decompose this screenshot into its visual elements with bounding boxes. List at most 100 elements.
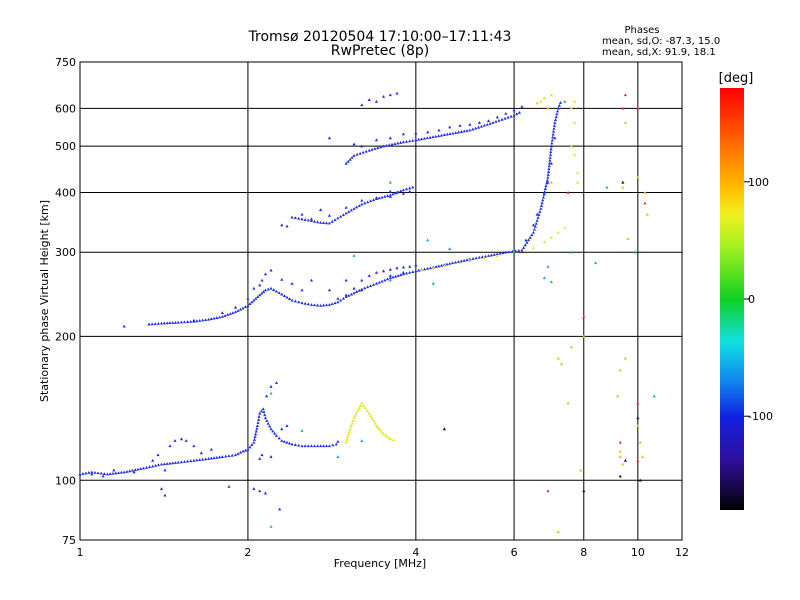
data-point xyxy=(344,295,348,299)
data-point xyxy=(395,190,399,194)
data-point xyxy=(324,221,329,225)
data-point xyxy=(130,468,135,472)
colorbar-tick-label: 0 xyxy=(748,293,755,306)
data-point xyxy=(636,458,640,462)
data-point xyxy=(373,147,377,150)
data-point xyxy=(497,118,501,122)
data-point xyxy=(636,416,640,420)
data-point xyxy=(195,458,199,462)
data-point xyxy=(173,461,178,464)
data-point xyxy=(408,186,412,190)
data-point xyxy=(419,137,424,141)
data-point xyxy=(147,322,151,326)
data-point xyxy=(186,320,190,323)
x-axis-ticks: 1 2 4 6 8 10 12 xyxy=(77,546,690,559)
data-point xyxy=(582,334,586,338)
y-axis-label: Stationary phase Virtual Height [km] xyxy=(38,200,51,402)
data-point xyxy=(306,302,310,306)
data-point xyxy=(165,321,169,325)
data-point xyxy=(282,294,286,297)
x-tick-label: 12 xyxy=(675,546,689,559)
data-point xyxy=(431,135,435,139)
data-point xyxy=(300,444,304,448)
data-point xyxy=(303,218,307,221)
data-point xyxy=(327,136,332,140)
data-point xyxy=(379,145,383,149)
data-point xyxy=(388,180,392,184)
data-point xyxy=(550,138,554,142)
data-point xyxy=(399,273,403,277)
data-point xyxy=(582,315,586,318)
data-point xyxy=(434,265,438,268)
data-point xyxy=(384,143,388,147)
data-point xyxy=(383,194,387,198)
data-point xyxy=(370,147,374,151)
data-point xyxy=(542,276,546,280)
data-point xyxy=(269,385,273,388)
data-point xyxy=(290,298,294,302)
data-point xyxy=(306,444,310,448)
data-point xyxy=(543,187,547,191)
data-point xyxy=(253,435,257,439)
data-point xyxy=(277,291,281,294)
data-point xyxy=(482,256,486,260)
data-point xyxy=(468,257,472,261)
data-point xyxy=(513,249,518,253)
data-point xyxy=(542,190,546,194)
data-point xyxy=(556,530,560,534)
data-point xyxy=(285,440,289,444)
data-point xyxy=(362,404,366,407)
data-point xyxy=(353,413,357,417)
data-point xyxy=(572,99,577,103)
data-point xyxy=(327,303,332,306)
data-point xyxy=(309,278,314,282)
colorbar-ticks: 100 0 -100 xyxy=(744,176,773,423)
data-point xyxy=(445,132,449,136)
data-point xyxy=(327,444,332,448)
data-point xyxy=(510,249,514,253)
data-point xyxy=(495,115,499,119)
data-point xyxy=(255,426,259,430)
data-point xyxy=(428,266,433,270)
data-point xyxy=(327,213,332,217)
data-point xyxy=(414,138,418,142)
data-point xyxy=(408,189,412,193)
data-point xyxy=(388,267,392,271)
data-point xyxy=(361,150,365,154)
data-point xyxy=(297,216,301,220)
data-point xyxy=(366,200,370,204)
data-point xyxy=(539,99,543,103)
data-point xyxy=(552,123,557,127)
data-point xyxy=(162,462,166,466)
data-point xyxy=(344,205,348,209)
data-point xyxy=(355,152,359,156)
data-point xyxy=(192,458,196,462)
data-point xyxy=(401,188,406,192)
data-point xyxy=(462,129,466,133)
data-point xyxy=(535,101,539,105)
data-point xyxy=(360,144,364,148)
data-point xyxy=(549,150,553,154)
data-point xyxy=(550,141,554,145)
data-point xyxy=(263,491,268,495)
data-point xyxy=(336,439,340,443)
data-point xyxy=(390,142,394,146)
data-point xyxy=(114,471,118,475)
legend-x-mode: mean, sd,X: 91.9, 18.1 xyxy=(602,47,716,58)
data-point xyxy=(147,465,152,469)
data-point xyxy=(179,320,183,324)
data-point xyxy=(173,439,177,442)
data-point xyxy=(468,128,472,132)
data-point xyxy=(309,303,314,306)
data-point xyxy=(319,303,323,307)
data-point xyxy=(153,322,157,326)
data-point xyxy=(414,263,418,267)
data-point xyxy=(150,464,155,468)
data-point xyxy=(621,180,625,184)
data-point xyxy=(373,421,377,425)
data-point xyxy=(285,295,289,299)
data-point xyxy=(226,313,230,316)
data-point xyxy=(341,213,345,217)
data-point xyxy=(548,153,553,156)
data-point xyxy=(192,444,196,448)
